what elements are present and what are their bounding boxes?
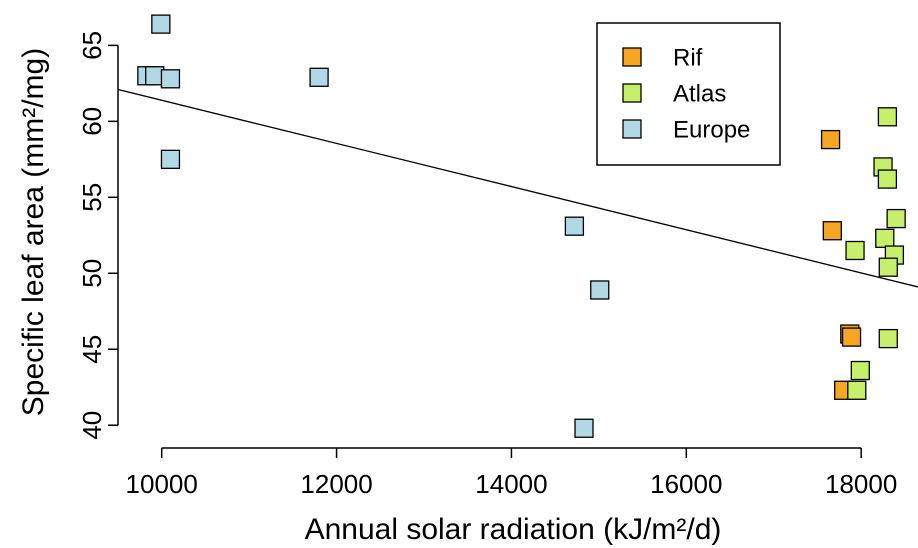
data-point-europe: [590, 280, 610, 300]
legend-swatch-europe: [622, 119, 642, 139]
data-point-europe: [160, 69, 181, 89]
legend-label-rif: Rif: [673, 44, 703, 71]
data-point-rif: [822, 221, 842, 241]
y-axis: 40 45 50 55 60 65: [77, 31, 118, 440]
data-point-atlas: [875, 228, 895, 248]
x-axis: 10000 12000 14000 16000 18000: [126, 448, 897, 499]
data-point-europe: [309, 67, 329, 87]
legend-swatch-atlas: [622, 83, 642, 103]
data-point-rif: [841, 327, 862, 347]
y-axis-title: Specific leaf area (mm²/mg): [17, 48, 50, 416]
data-point-atlas: [877, 107, 898, 127]
trend-line: [117, 88, 918, 288]
x-tick-label: 14000: [475, 469, 547, 499]
legend-swatch-rif: [622, 47, 642, 67]
y-tick-label: 55: [77, 183, 107, 212]
data-point-europe: [574, 418, 594, 438]
x-axis-title: Annual solar radiation (kJ/m²/d): [305, 513, 722, 546]
legend-label-europe: Europe: [673, 116, 750, 143]
data-point-atlas: [850, 360, 870, 381]
y-tick-label: 45: [77, 335, 107, 364]
y-tick-label: 50: [77, 259, 107, 288]
x-tick-label: 12000: [300, 469, 372, 499]
y-tick-label: 40: [77, 411, 107, 440]
data-points: [137, 14, 906, 438]
data-point-atlas: [886, 208, 906, 229]
data-point-europe: [564, 216, 585, 236]
legend: Rif Atlas Europe: [596, 22, 781, 166]
data-point-atlas: [878, 328, 898, 349]
x-tick-label: 10000: [126, 469, 198, 499]
data-point-rif: [820, 129, 841, 150]
data-point-atlas: [877, 169, 898, 189]
data-point-europe: [151, 14, 171, 34]
y-tick-label: 65: [77, 31, 107, 60]
data-point-atlas: [878, 257, 898, 277]
x-tick-label: 18000: [825, 469, 897, 499]
data-point-atlas: [847, 380, 867, 400]
data-point-europe: [160, 149, 181, 169]
data-point-atlas: [845, 240, 865, 261]
x-tick-label: 16000: [650, 469, 722, 499]
legend-label-atlas: Atlas: [673, 80, 726, 107]
y-tick-label: 60: [77, 107, 107, 136]
